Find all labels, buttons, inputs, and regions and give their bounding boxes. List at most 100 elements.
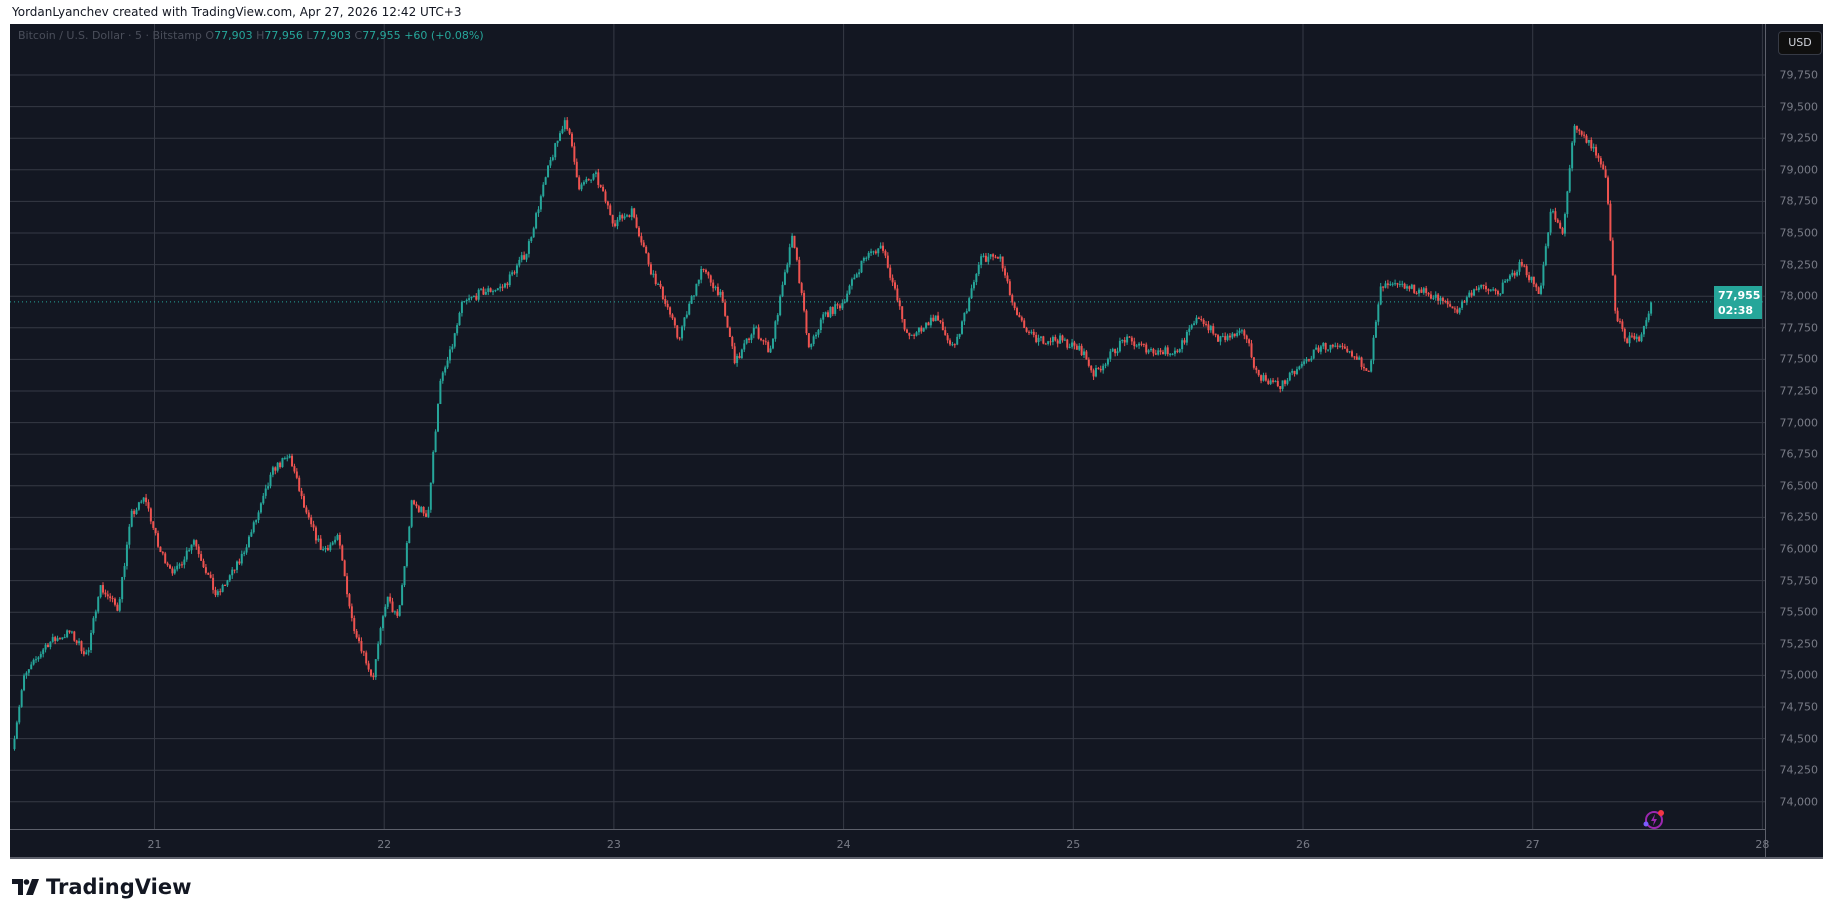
price-tick-label: 74,000	[1779, 795, 1819, 809]
candle-body	[1004, 268, 1007, 276]
candle-body	[1353, 356, 1356, 358]
price-tick-label: 79,500	[1779, 100, 1819, 114]
candle-body	[874, 251, 877, 254]
candle-body	[1161, 351, 1164, 355]
candle-body	[484, 291, 487, 295]
candle-body	[157, 533, 160, 547]
candle-body	[1224, 336, 1227, 340]
candle-body	[453, 333, 456, 347]
candle-body	[860, 260, 863, 273]
candle-body	[1532, 276, 1535, 285]
candle-body	[389, 596, 392, 602]
candle-body	[1602, 164, 1605, 170]
candle-body	[1106, 358, 1109, 365]
candle-body	[867, 252, 870, 258]
open-label: O	[205, 29, 215, 42]
candle-body	[621, 215, 624, 219]
candle-body	[302, 496, 305, 508]
candle-body	[561, 129, 564, 134]
candle-body	[164, 553, 167, 564]
time-axis[interactable]: 21 22 23 24 25 26 27 28	[10, 829, 1769, 858]
symbol-name[interactable]: Bitcoin / U.S. Dollar · 5 · Bitstamp	[18, 29, 202, 42]
candle-body	[336, 534, 339, 540]
candle-body	[556, 140, 559, 144]
candle-body	[80, 641, 83, 652]
candle-body	[444, 367, 447, 373]
candle-body	[417, 506, 420, 512]
candle-body	[1530, 276, 1533, 281]
tradingview-logo[interactable]: TradingView	[12, 875, 191, 899]
candle-body	[432, 452, 435, 483]
candle-body	[369, 669, 372, 676]
candle-body	[233, 569, 236, 571]
candle-body	[1018, 314, 1021, 318]
candle-body	[1016, 308, 1019, 315]
candle-body	[1566, 191, 1569, 215]
candle-body	[628, 215, 631, 217]
candle-body	[671, 314, 674, 319]
candle-body	[551, 157, 554, 161]
low-label: L	[306, 29, 313, 42]
candle-body	[609, 205, 612, 216]
price-plot[interactable]	[10, 24, 1765, 829]
candle-body	[934, 315, 937, 322]
candle-body	[1039, 336, 1042, 338]
price-axis[interactable]: 74,000 74,250 74,500 74,750 75,000 75,250 75,5…	[1765, 24, 1824, 857]
price-tick-label: 75,250	[1779, 637, 1819, 651]
candle-body	[525, 253, 528, 260]
candle-body	[128, 526, 131, 545]
candle-body	[1468, 292, 1471, 298]
candle-body	[329, 544, 332, 551]
candle-body	[1276, 380, 1279, 387]
candle-body	[1145, 344, 1148, 353]
chart-pane[interactable]: Bitcoin / U.S. Dollar · 5 · Bitstamp O77…	[10, 24, 1823, 859]
candle-body	[228, 575, 231, 581]
candle-body	[1559, 222, 1562, 229]
candle-body	[1150, 349, 1153, 351]
candle-body	[214, 589, 217, 596]
candle-body	[1358, 357, 1361, 360]
candle-body	[118, 599, 121, 611]
candle-body	[1008, 281, 1011, 296]
candle-body	[367, 663, 370, 670]
candle-body	[291, 455, 294, 467]
candle-body	[1489, 289, 1492, 291]
candle-body	[288, 455, 291, 458]
price-tick-label: 74,250	[1779, 763, 1819, 777]
candle-body	[475, 295, 478, 300]
candle-body	[511, 272, 514, 275]
candle-body	[889, 267, 892, 278]
candle-body	[365, 652, 368, 664]
candle-body	[1114, 349, 1117, 354]
candle-body	[1219, 336, 1222, 342]
symbol-legend: Bitcoin / U.S. Dollar · 5 · Bitstamp O77…	[18, 29, 484, 42]
candle-body	[1006, 275, 1009, 282]
candle-body	[994, 256, 997, 258]
candle-body	[1269, 380, 1272, 384]
candle-body	[1166, 347, 1169, 355]
candle-body	[140, 501, 143, 503]
currency-button[interactable]: USD	[1778, 31, 1822, 55]
candle-body	[99, 585, 102, 598]
candle-body	[111, 598, 114, 600]
candle-body	[1032, 331, 1035, 335]
candle-body	[503, 283, 506, 288]
candle-body	[1618, 321, 1621, 323]
candle-body	[125, 544, 128, 567]
candle-body	[1630, 335, 1633, 337]
candle-body	[1614, 275, 1617, 311]
bar-countdown: 02:38	[1718, 303, 1754, 317]
candle-body	[439, 380, 442, 405]
price-tick-label: 76,000	[1779, 542, 1819, 556]
candle-body	[793, 235, 796, 249]
candle-body	[637, 227, 640, 237]
candle-body	[1580, 131, 1583, 135]
candle-body	[1513, 272, 1516, 276]
lightning-icon[interactable]	[1642, 807, 1668, 833]
candle-body	[355, 631, 358, 638]
candle-body	[180, 564, 183, 566]
candle-body	[1262, 375, 1265, 381]
candle-body	[587, 179, 590, 181]
candle-body	[463, 301, 466, 303]
candle-body	[348, 594, 351, 607]
